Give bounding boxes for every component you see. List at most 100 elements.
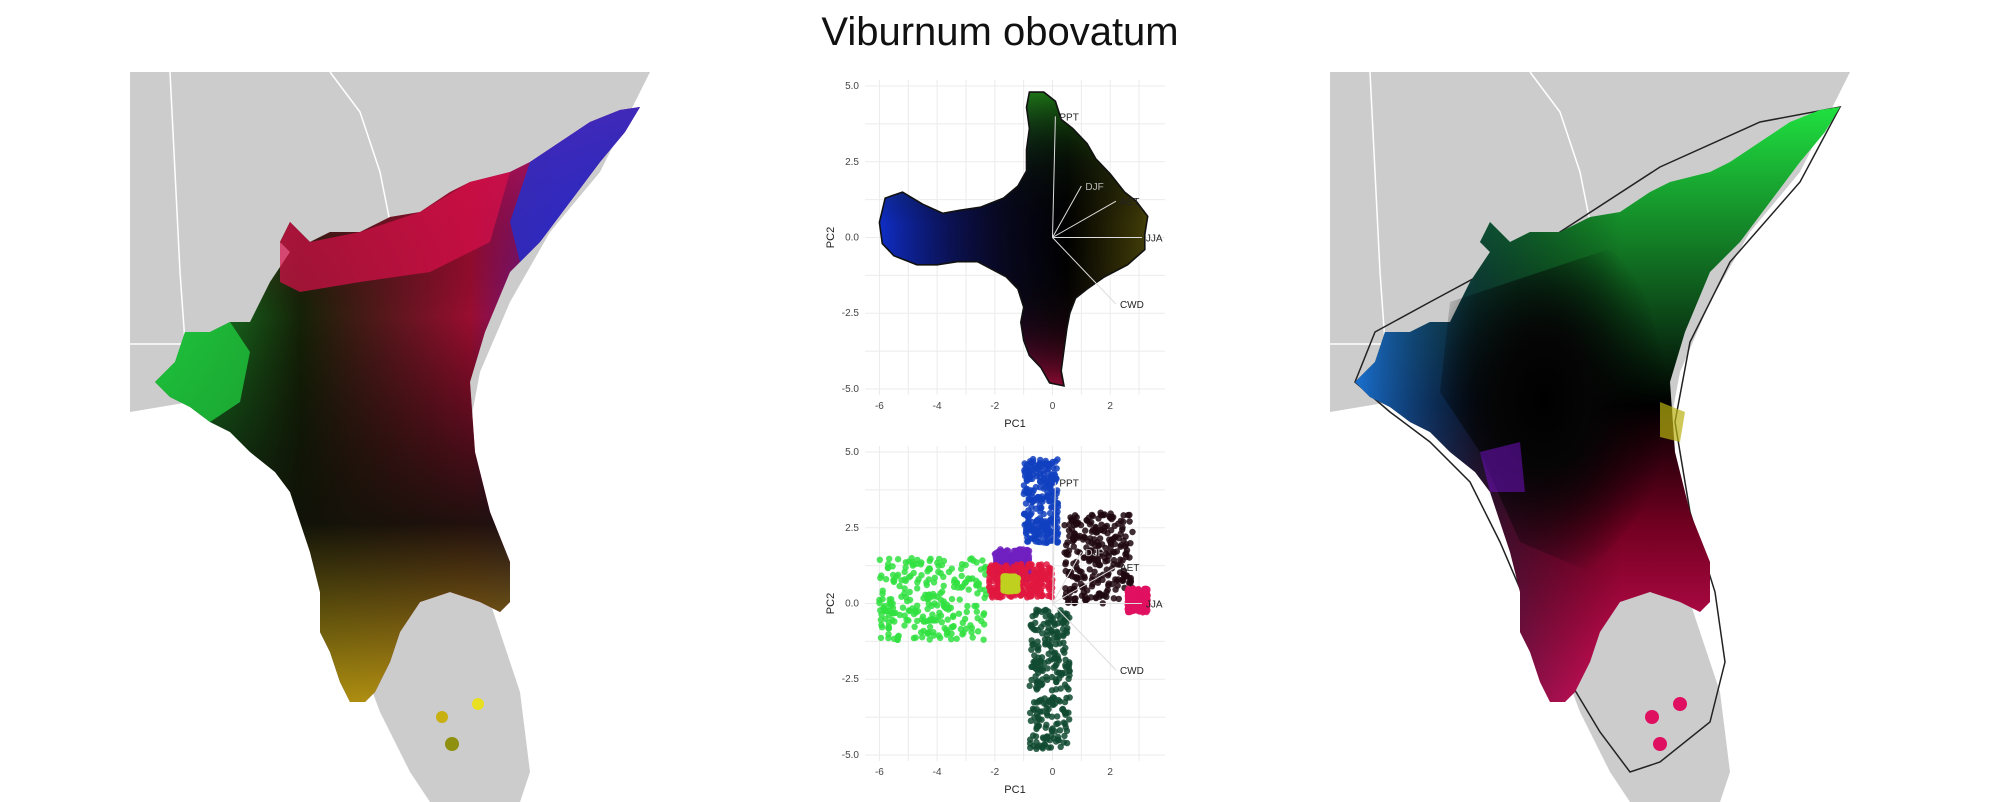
y-tick-label: 0.0: [845, 599, 859, 610]
y-axis-label: PC2: [825, 227, 837, 248]
atlantic-blue-band: [510, 107, 640, 262]
pca-point: [948, 595, 956, 603]
pca-point: [1045, 498, 1053, 505]
pca-point: [958, 565, 965, 572]
pca-point: [886, 596, 893, 603]
pca-point: [910, 610, 918, 618]
pca-point: [1027, 717, 1035, 724]
loading-arrow: [1052, 482, 1056, 604]
pca-point: [958, 572, 965, 580]
pca-point: [1000, 577, 1008, 584]
x-axis-label: PC1: [1004, 418, 1025, 430]
pca-point: [933, 617, 940, 624]
pca-point: [1026, 467, 1034, 474]
pca-point: [894, 556, 902, 563]
pca-point: [1117, 517, 1125, 525]
y-axis-label: PC2: [825, 593, 837, 614]
pca-point: [1025, 495, 1032, 502]
pca-point: [1026, 682, 1033, 689]
pca-point: [974, 628, 982, 635]
pca-point: [973, 608, 980, 615]
loading-label: AET: [1120, 197, 1139, 208]
pca-point: [1115, 535, 1122, 542]
right-range-map: [1330, 72, 1875, 802]
pca-point: [1034, 626, 1042, 634]
pca-point: [1086, 556, 1093, 563]
pca-point: [894, 571, 902, 578]
pca-point: [1032, 673, 1039, 680]
keys-point-3: [1653, 737, 1667, 751]
pca-point: [1044, 576, 1051, 584]
pca-point: [1044, 665, 1051, 672]
y-tick-label: 2.5: [845, 157, 859, 168]
pca-point: [1101, 554, 1108, 562]
pca-point: [1062, 567, 1069, 575]
state-borders: [130, 72, 391, 345]
pca-point: [1026, 593, 1034, 600]
pca-point: [938, 619, 945, 626]
pca-point: [945, 568, 953, 576]
pca-point: [1080, 554, 1087, 561]
pca-point: [1093, 539, 1101, 546]
pca-point: [1044, 676, 1051, 683]
pca-point: [1122, 543, 1129, 550]
pca-point: [1025, 489, 1033, 496]
pca-point: [1035, 643, 1042, 650]
pca-point: [1103, 593, 1110, 600]
pca-point: [1110, 561, 1117, 568]
loading-label: JJA: [1146, 234, 1163, 245]
pca-point: [1124, 511, 1132, 519]
pca-point: [1061, 698, 1069, 706]
x-tick-label: -4: [933, 401, 942, 412]
pca-point: [902, 577, 909, 584]
pca-point: [1127, 574, 1134, 582]
pca-point: [1054, 500, 1061, 507]
pca-point: [1095, 515, 1102, 522]
pca-point: [1126, 590, 1133, 597]
x-tick-label: -6: [875, 401, 884, 412]
pca-point: [1062, 656, 1069, 663]
pca-point: [1066, 667, 1073, 675]
pca-point: [1031, 580, 1038, 587]
pca-point: [1013, 575, 1020, 583]
pca-point: [1028, 646, 1035, 653]
pca-point: [890, 635, 898, 642]
pca-point: [931, 600, 938, 607]
pca-point: [998, 568, 1005, 575]
pca-point: [943, 626, 950, 634]
pca-point: [1061, 522, 1068, 529]
x-tick-label: 2: [1107, 401, 1113, 412]
pca-plot-top: -6 -4 -2 0 2 5.0 2.5 0.0 -2.5 -5.0 PC1 PC2 PPT DJF AET…: [825, 80, 1165, 430]
pca-point: [1054, 733, 1062, 741]
pca-point: [1092, 525, 1099, 532]
pca-point: [878, 621, 885, 629]
pca-point: [969, 634, 976, 641]
pca-point: [917, 561, 924, 568]
pca-point: [1009, 553, 1016, 560]
pca-point: [1054, 713, 1061, 720]
pca-point: [901, 590, 908, 597]
x-tick-label: -4: [933, 767, 942, 778]
loading-label: PPT: [1059, 478, 1078, 489]
pca-point: [1020, 482, 1028, 489]
loading-label: PPT: [1059, 112, 1078, 123]
pca-point: [1039, 708, 1046, 715]
pca-point: [1004, 547, 1012, 555]
pca-point: [1111, 522, 1118, 530]
pca-point: [1019, 567, 1026, 575]
pca-point: [1006, 584, 1013, 591]
pca-point: [1017, 592, 1024, 599]
pca-point: [1050, 650, 1058, 658]
pca-point: [1039, 676, 1046, 683]
pca-point: [1046, 642, 1054, 649]
pca-point: [910, 569, 917, 577]
pca-point: [953, 635, 960, 642]
pca-point: [878, 572, 885, 579]
pca-point: [1028, 676, 1035, 684]
y-tick-label: 5.0: [845, 81, 859, 92]
pca-point: [878, 611, 885, 618]
x-tick-label: 0: [1050, 767, 1056, 778]
pca-point: [1104, 586, 1111, 594]
pca-point: [1053, 678, 1060, 686]
pca-point: [1108, 513, 1116, 520]
